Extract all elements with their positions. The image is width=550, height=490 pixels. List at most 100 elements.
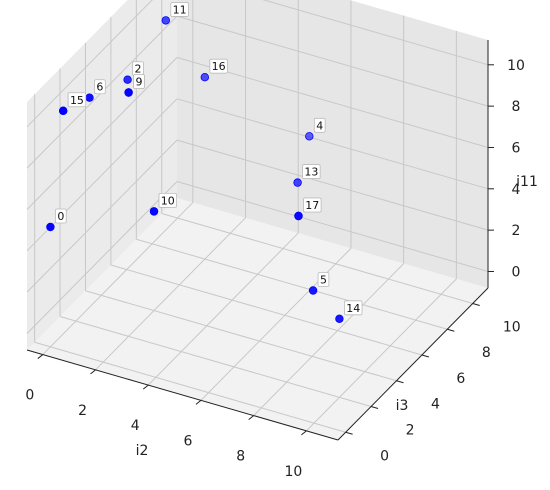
z-tick-label: 2 — [512, 223, 521, 239]
point-label-text: 16 — [212, 60, 226, 73]
point-label-text: 0 — [57, 210, 64, 223]
point-label-13: 13 — [302, 164, 321, 179]
y-tick-label: 6 — [456, 371, 465, 387]
pane-floor — [27, 198, 488, 440]
point-label-text: 6 — [96, 81, 103, 94]
gridline-z-back — [176, 98, 489, 190]
data-point-6 — [85, 93, 94, 102]
point-label-17: 17 — [303, 197, 322, 213]
z-tick-label: 4 — [512, 182, 521, 198]
gridline-z-back — [176, 56, 489, 148]
gridline-x-floor — [253, 263, 405, 416]
point-label-text: 11 — [173, 3, 187, 16]
gridline-x-floor — [95, 217, 246, 371]
point-label-box — [170, 2, 189, 17]
gridline-z-left — [26, 57, 178, 210]
point-label-box — [67, 92, 87, 108]
point-label-text: 10 — [161, 194, 175, 207]
x-tick-mark — [248, 415, 254, 420]
data-point-15 — [59, 106, 68, 115]
axis-lines — [26, 40, 489, 441]
gridline-y-floor — [85, 290, 397, 382]
gridline-y-floor — [161, 212, 473, 304]
point-label-4: 4 — [313, 117, 326, 133]
point-label-9: 9 — [133, 74, 145, 89]
point-label-box — [158, 192, 178, 208]
point-label-text: 17 — [305, 199, 319, 212]
gridline-y-floor — [110, 264, 423, 356]
data-point-9 — [124, 88, 133, 97]
y-tick-label: 2 — [406, 423, 415, 439]
gridline-x-floor — [42, 202, 194, 355]
x-axis-label: i2 — [136, 443, 149, 459]
data-point-11 — [161, 16, 170, 25]
y-tick-label: 8 — [482, 345, 491, 361]
data-point-4 — [305, 132, 314, 141]
z-axis-label: i11 — [516, 174, 538, 190]
x-tick-label: 10 — [284, 464, 302, 480]
z-tick-label: 8 — [512, 99, 521, 115]
gridline-x-floor — [306, 278, 457, 432]
z-tick-label: 0 — [512, 264, 521, 280]
gridline-z-back — [262, 0, 489, 66]
x-tick-mark — [142, 384, 149, 390]
gridline-z-left — [26, 0, 153, 128]
y-axis-label: i3 — [396, 398, 409, 414]
point-label-box — [317, 272, 330, 287]
point-label-2: 2 — [132, 61, 144, 77]
gridline-y-floor — [59, 316, 372, 407]
y-axis-line — [337, 287, 489, 441]
point-label-box — [209, 58, 228, 74]
point-label-text: 13 — [304, 166, 318, 179]
gridline-y-floor — [34, 341, 346, 433]
point-label-text: 9 — [135, 75, 142, 88]
point-label-text: 4 — [316, 119, 323, 132]
point-label-10: 10 — [158, 192, 178, 208]
y-tick-label: 4 — [431, 397, 440, 413]
y-tick-mark — [447, 328, 455, 332]
point-label-box — [55, 208, 67, 224]
x-tick-label: 0 — [25, 388, 34, 404]
x-tick-mark — [301, 430, 307, 436]
point-label-box — [133, 74, 145, 89]
data-point-14 — [335, 314, 344, 323]
point-label-0: 0 — [55, 208, 67, 224]
y-tick-mark — [396, 380, 404, 384]
point-label-15: 15 — [67, 92, 87, 108]
x-tick-mark — [37, 354, 44, 359]
data-point-5 — [308, 286, 318, 295]
point-label-text: 2 — [135, 63, 142, 76]
gridline-z-back — [176, 15, 489, 107]
gridline-z-back — [176, 180, 489, 272]
point-label-text: 15 — [70, 94, 84, 107]
x-tick-mark — [90, 369, 96, 375]
data-point-17 — [294, 211, 303, 221]
x-tick-label: 4 — [131, 418, 140, 434]
point-label-14: 14 — [344, 300, 363, 316]
point-label-text: 14 — [346, 302, 360, 315]
point-label-11: 11 — [170, 2, 189, 17]
data-point-13 — [293, 178, 302, 187]
x-tick-label: 2 — [78, 403, 87, 419]
point-label-box — [313, 117, 326, 133]
point-label-6: 6 — [94, 79, 106, 95]
y-tick-mark — [345, 431, 353, 435]
gridline-z-back — [176, 139, 489, 231]
data-point-0 — [46, 222, 55, 232]
x-axis-line — [26, 349, 339, 441]
point-label-16: 16 — [209, 58, 228, 74]
gridline-x-floor — [147, 232, 299, 386]
gridline-z-left — [26, 139, 178, 293]
gridline-z-left — [26, 181, 178, 334]
data-points: 01234567891011121314151617 — [46, 2, 363, 323]
z-tick-label: 10 — [507, 58, 525, 74]
x-tick-mark — [195, 399, 202, 405]
point-label-text: 5 — [320, 274, 327, 287]
x-tick-label: 8 — [236, 449, 245, 465]
point-label-box — [94, 79, 106, 95]
gridline-y-floor — [136, 238, 448, 330]
point-label-box — [344, 300, 363, 316]
point-label-box — [303, 197, 322, 213]
